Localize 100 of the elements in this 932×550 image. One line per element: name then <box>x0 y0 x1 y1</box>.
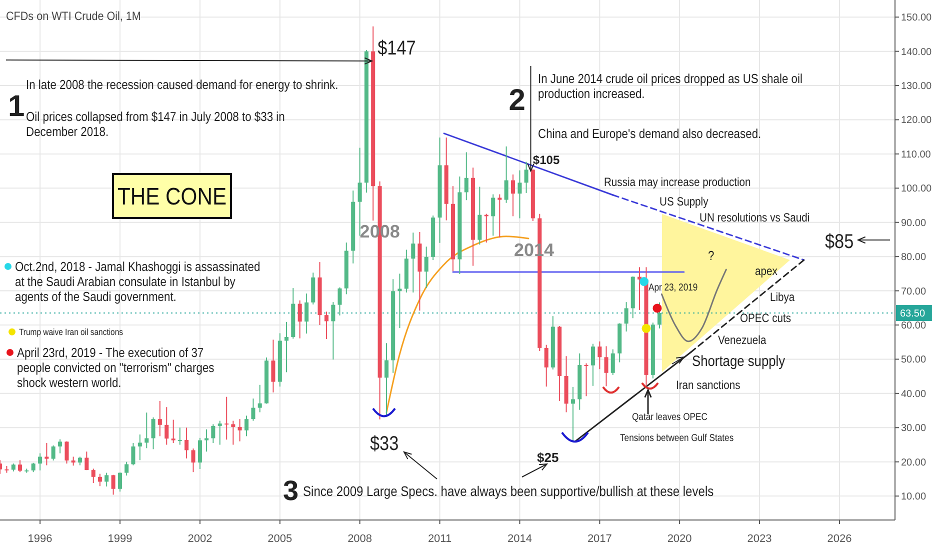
x-tick-label: 2005 <box>268 533 292 545</box>
annotation: Oct.2nd, 2018 - Jamal Khashoggi is assassinated at the Saudi Arabian consulate in Istanbul by agents of the Saudi government. <box>15 259 260 304</box>
y-tick-label: 130.00 <box>901 81 932 92</box>
candlestick <box>304 293 309 334</box>
annotation: 2 <box>508 84 526 117</box>
x-tick-label: 2008 <box>348 533 372 545</box>
candlestick <box>231 420 236 446</box>
candlestick <box>324 311 328 340</box>
candlestick <box>518 170 522 219</box>
annotation: $105 <box>532 153 560 168</box>
y-tick-label: 110.00 <box>901 149 932 160</box>
candlestick <box>58 438 62 454</box>
annotation: In late 2008 the recession caused demand for energy to shrink. <box>26 77 338 92</box>
y-tick-label: 100.00 <box>901 184 932 195</box>
annotation: Apr 23, 2019 <box>648 282 698 293</box>
candlestick <box>164 406 169 446</box>
candlestick <box>584 362 588 397</box>
candlestick <box>598 340 602 370</box>
annotation: April 23rd, 2019 - The execution of 37 people convicted on "terrorism" charges shock western world. <box>17 345 214 390</box>
candlestick <box>158 400 162 437</box>
annotation: Qatar leaves OPEC <box>632 411 708 422</box>
candlestick <box>118 472 122 492</box>
annotation: Shortage supply <box>692 352 786 370</box>
y-tick-label: 10.00 <box>901 492 926 503</box>
candlestick <box>211 424 216 444</box>
candlestick <box>244 415 249 437</box>
annotation: Oil prices collapsed from $147 in July 2008 to $33 in December 2018. <box>26 109 285 140</box>
annotation: Venezuela <box>718 334 767 348</box>
candlestick <box>51 444 56 461</box>
annotation: ? <box>708 248 714 264</box>
candlestick <box>384 342 389 418</box>
candlestick <box>544 344 548 388</box>
candlestick <box>498 194 502 238</box>
candlestick <box>84 451 89 471</box>
annotation: Since 2009 Large Specs. have always been supportive/bullish at these levels <box>303 483 714 500</box>
candlestick <box>124 461 129 476</box>
y-tick-label: 70.00 <box>901 286 926 298</box>
candlestick <box>31 462 36 473</box>
candlestick <box>298 300 302 339</box>
candlestick <box>358 147 362 236</box>
candlestick <box>138 434 142 461</box>
candlestick <box>610 348 615 376</box>
candlestick <box>424 246 428 289</box>
x-tick-label: 1999 <box>108 533 132 545</box>
x-tick-label: 2026 <box>827 533 852 545</box>
annotation: Russia may increase production <box>604 176 751 189</box>
x-tick-label: 2017 <box>587 533 612 545</box>
annotation: UN resolutions vs Saudi <box>700 212 810 225</box>
candlestick <box>464 152 468 201</box>
y-tick-label: 30.00 <box>901 423 926 434</box>
annotation: China and Europe's demand also decreased. <box>538 126 762 142</box>
candlestick <box>570 386 575 442</box>
annotation: OPEC cuts <box>740 312 792 326</box>
annotation: $33 <box>370 432 399 454</box>
candlestick <box>491 194 496 236</box>
candlestick <box>38 452 42 471</box>
candlestick <box>251 398 256 422</box>
candlestick <box>184 427 189 459</box>
candlestick <box>144 412 149 449</box>
candlestick <box>104 472 109 487</box>
annotation: US Supply <box>660 196 709 209</box>
candlestick <box>657 302 662 329</box>
y-tick-label: 40.00 <box>901 388 926 400</box>
y-tick-label: 50.00 <box>901 354 926 366</box>
candlestick <box>238 418 242 442</box>
annotation: THE CONE <box>117 183 227 210</box>
candlestick <box>284 321 289 373</box>
candlestick <box>98 473 102 487</box>
point <box>640 277 649 286</box>
candlestick <box>604 346 608 387</box>
annotation: Tensions between Gulf States <box>620 432 734 444</box>
candlestick <box>91 468 96 484</box>
candlestick <box>258 384 262 413</box>
y-tick-label: 80.00 <box>901 252 926 264</box>
annotation: $85 <box>825 230 854 252</box>
annotation: In June 2014 crude oil prices dropped as US shale oil production increased. <box>538 71 802 102</box>
y-tick-label: 140.00 <box>901 46 932 58</box>
candlestick <box>624 302 628 332</box>
candlestick <box>198 437 202 470</box>
y-tick-label: 60.00 <box>901 320 926 332</box>
candlestick <box>331 302 336 360</box>
candlestick <box>151 416 156 450</box>
candlestick <box>271 339 276 393</box>
candlestick <box>204 428 209 452</box>
candlestick <box>191 448 196 473</box>
candlestick <box>44 442 49 466</box>
annotation: Iran sanctions <box>676 379 741 392</box>
annotation: 1 <box>8 90 25 123</box>
y-tick-label: 150.00 <box>901 12 932 24</box>
candlestick <box>504 146 508 204</box>
candlestick <box>590 343 595 386</box>
candlestick <box>218 420 222 446</box>
candlestick <box>131 442 136 466</box>
annotation: Trump waive Iran oil sanctions <box>19 326 124 338</box>
candlestick <box>64 440 69 464</box>
annotation: $25 <box>537 450 559 465</box>
annotation: Libya <box>770 291 796 304</box>
x-tick-label: 2020 <box>667 533 692 545</box>
point <box>652 304 662 313</box>
x-tick-label: 1996 <box>28 533 52 545</box>
